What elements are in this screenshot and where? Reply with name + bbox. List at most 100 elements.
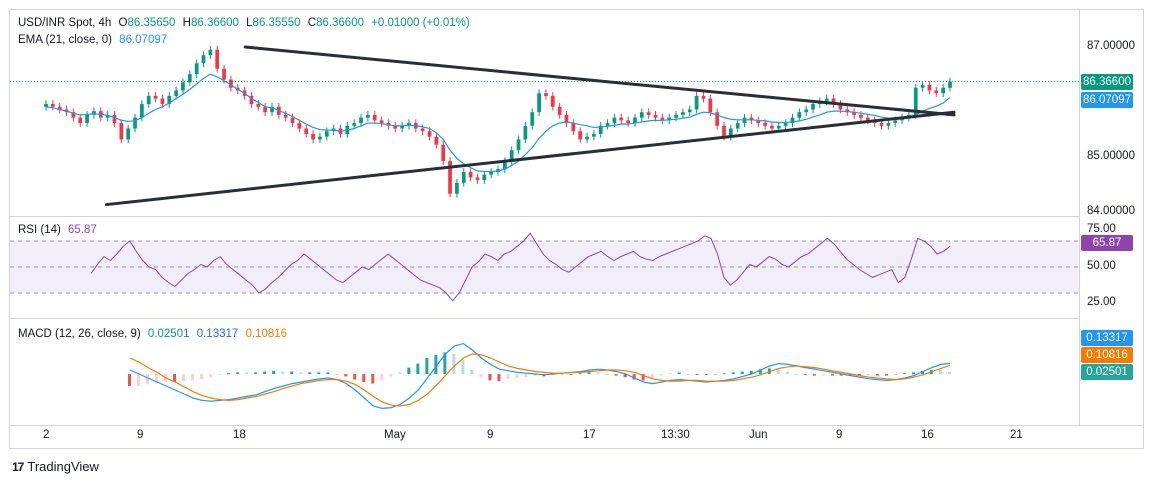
candle-body [639,112,644,118]
macd-hist-tag: 0.02501 [1081,364,1133,380]
macd-legend[interactable]: MACD (12, 26, close, 9) 0.02501 0.13317 … [18,328,291,340]
candle-body [646,112,651,115]
macd-histogram-bar [668,373,672,375]
candle-body [797,112,802,118]
ema-legend[interactable]: EMA (21, close, 0) 86.07097 [18,34,171,46]
symbol-legend[interactable]: USD/INR Spot, 4h O86.35650 H86.36600 L86… [18,17,474,29]
candle-body [687,109,692,113]
macd-histogram-bar [317,372,321,374]
macd-histogram-bar [650,374,654,379]
macd-histogram-bar [884,374,888,376]
candle-body [619,117,624,121]
candle-body [681,112,685,115]
candle-body [215,49,220,69]
macd-histogram-bar [785,371,789,374]
candle-body [420,128,425,132]
candle-body [838,104,843,110]
macd-histogram-bar [362,374,366,382]
candle-body [379,120,384,124]
candle-body [311,133,315,140]
candle-body [811,104,815,110]
open-label: O [118,17,128,29]
candle-body [694,95,699,110]
candle-body [893,120,898,124]
macd-histogram-bar [281,371,285,374]
high-label: H [182,17,191,29]
macd-histogram-bar [191,374,195,381]
candle-body [372,114,377,121]
macd-histogram-bar [308,372,312,374]
pane-divider-rsi [9,216,1079,217]
macd-histogram-bar [830,374,834,376]
candle-body [948,81,952,88]
macd-histogram-bar [200,374,204,379]
candle-body [783,123,788,126]
macd-histogram-bar [515,374,519,378]
candle-body [605,123,610,126]
candles-layer [44,45,952,198]
candle-body [701,95,706,99]
rsi-legend[interactable]: RSI (14) 65.87 [18,224,101,236]
macd-histogram-bar [128,374,131,386]
macd-histogram-bar [479,374,483,378]
macd-histogram-bar [740,371,744,374]
macd-histogram-bar [614,374,618,376]
candle-body [187,74,192,83]
macd-histogram-bar [443,352,447,374]
candle-body [859,114,863,118]
macd-line [129,342,951,410]
macd-histogram-bar [389,374,393,377]
candle-body [461,171,466,183]
macd-histogram-bar [848,374,852,376]
rsi-value-tag: 65.87 [1081,235,1133,251]
candle-body [359,117,363,124]
price-tick: 85.00000 [1087,150,1135,162]
trendline-upper [243,45,956,117]
macd-histogram-bar [137,374,141,386]
candle-body [133,117,137,129]
candle-body [550,95,555,107]
macd-histogram-bar [254,372,258,374]
macd-histogram-bar [506,374,510,379]
macd-histogram-bar [938,370,942,374]
candle-body [831,98,836,105]
candle-body [592,133,596,137]
candle-body [201,55,206,64]
time-tick: 16 [921,429,934,441]
candle-body [304,128,309,134]
macd-histogram-bar [560,374,564,375]
macd-histogram-bar [948,371,951,374]
open-value: 86.35650 [127,17,176,29]
candle-body [427,131,432,137]
candle-body [509,150,514,162]
macd-histogram-bar [344,374,348,377]
candle-body [194,63,199,75]
candle-body [256,104,261,107]
macd-histogram-bar [632,374,636,380]
close-price-tag: 86.36600 [1081,74,1133,90]
candle-body [612,117,617,124]
macd-histogram-bar [731,372,735,374]
candle-body [352,123,357,126]
time-tick: 18 [233,429,246,441]
macd-histogram-bar [893,374,897,375]
low-label: L [246,17,253,29]
rsi-line [90,232,951,302]
candle-body [249,95,254,105]
candle-body [735,123,740,129]
macd-histogram-bar [659,374,663,376]
candle-body [571,123,576,132]
macd-histogram-bar [533,374,537,377]
candle-body [886,123,891,126]
tradingview-footer[interactable]: 17 TradingView [12,459,99,474]
candle-body [167,95,172,105]
candle-body [85,114,89,124]
macd-histogram-bar [686,374,690,375]
rsi-layer [10,232,1079,302]
candle-body [530,112,535,126]
candle-body [448,161,452,194]
macd-histogram-bar [596,372,600,374]
macd-signal-line [129,353,951,407]
candle-body [57,106,62,110]
candle-body [71,112,76,118]
